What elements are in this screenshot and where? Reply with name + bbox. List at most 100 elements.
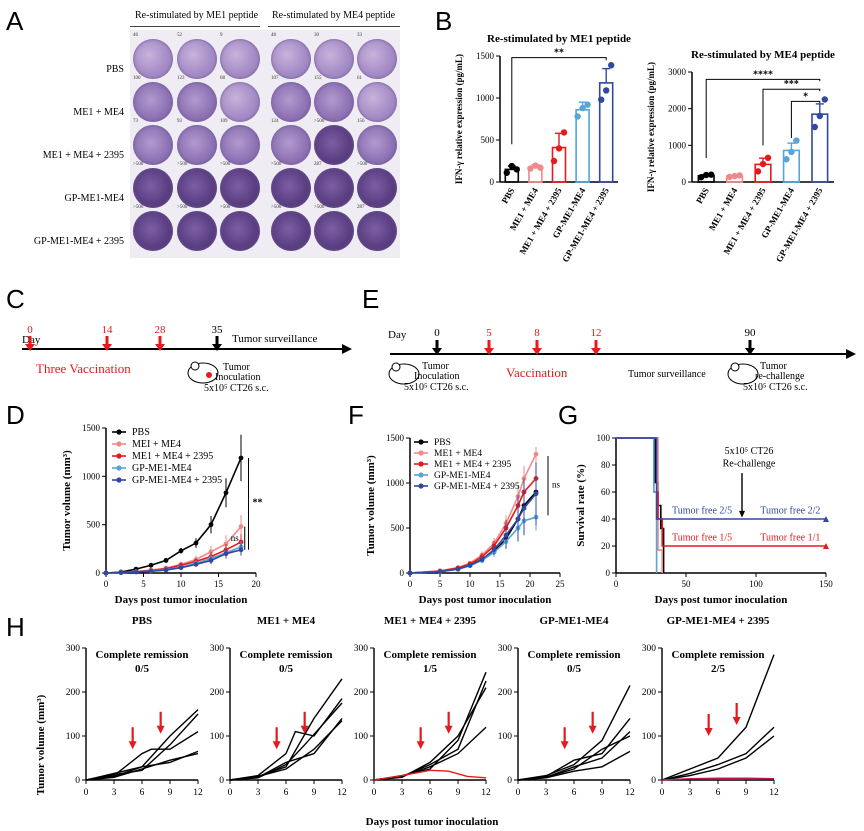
elispot-well (357, 125, 397, 165)
elispot-well (133, 39, 173, 79)
line-series (409, 493, 537, 574)
h-y-tick-label: 0 (507, 776, 512, 786)
h-x-tick-label: 12 (769, 788, 779, 798)
timeline-e-day-90: 90 (745, 327, 757, 339)
survival-x-tick-label: 150 (819, 579, 833, 589)
individual-growth-chart: ME1 + ME4 0 100 200 300 0 3 6 9 12 Complete remiss… (210, 615, 347, 798)
line-point (148, 562, 154, 568)
panel-label-e: E (362, 284, 380, 314)
elispot-well (177, 168, 217, 208)
survival-curve (616, 437, 826, 547)
timeline-c-day-14: 14 (102, 324, 114, 336)
bar-data-point (608, 62, 615, 69)
h-x-tick-label: 0 (516, 788, 521, 798)
tumor-curve (373, 726, 487, 781)
significance-label: *** (784, 79, 799, 90)
elispot-count: >500 (271, 162, 282, 167)
bar-data-point (783, 156, 790, 163)
line-point (455, 566, 461, 572)
bar-data-point (527, 165, 534, 172)
line-point (133, 569, 139, 575)
h-y-tick-label: 300 (210, 644, 225, 654)
tumor-free-label: Tumor free 2/5 (672, 506, 732, 517)
line-x-tick-label: 10 (177, 579, 187, 589)
line-point (479, 557, 485, 562)
line-x-tick-label: 15 (214, 579, 224, 589)
h-x-tick-label: 0 (660, 788, 665, 798)
panel-label-b: B (435, 6, 453, 36)
timeline-e-day-5: 5 (486, 327, 492, 339)
elispot-count: >500 (220, 205, 231, 210)
h-y-tick-label: 100 (210, 732, 225, 742)
h-y-tick-label: 200 (66, 688, 81, 698)
legend-label: GP-ME1-ME4 + 2395 (132, 475, 222, 486)
bar-data-point (503, 169, 510, 176)
tumor-curve (517, 750, 631, 781)
h-y-tick-label: 300 (66, 644, 81, 654)
line-series (105, 526, 242, 574)
elispot-well (357, 211, 397, 251)
elispot-well (314, 211, 354, 251)
group-title: GP-ME1-ME4 + 2395 (667, 615, 770, 627)
h-x-tick-label: 6 (284, 788, 289, 798)
bar-data-point (698, 174, 705, 181)
elispot-well (133, 211, 173, 251)
line-x-tick-label: 25 (556, 579, 566, 589)
bar-chart-title: Re-stimulated by ME1 peptide (487, 33, 631, 45)
elispot-row-gp-me1-me4-2395: GP-ME1-ME4 + 2395 (33, 236, 124, 247)
survival-y-tick-label: 80 (601, 460, 611, 470)
line-x-tick-label: 0 (408, 579, 413, 589)
elispot-well (133, 168, 173, 208)
h-x-tick-label: 3 (112, 788, 117, 798)
elispot-count: 287 (357, 205, 365, 210)
line-point (515, 516, 521, 522)
elispot-count: >500 (177, 162, 188, 167)
elispot-well (220, 125, 260, 165)
line-series (105, 457, 242, 574)
legend-marker (116, 465, 122, 471)
bar (575, 108, 590, 183)
line-point (238, 547, 244, 553)
individual-growth-chart: GP-ME1-ME4 0 100 200 300 0 3 6 9 12 Complete remis… (498, 615, 635, 798)
elispot-count: >500 (220, 162, 231, 167)
panel-label-h: H (6, 612, 25, 642)
complete-remission-count: 0/5 (567, 663, 582, 675)
tumor-curve (85, 752, 199, 781)
tumor-curve (517, 685, 631, 781)
elispot-well (271, 168, 311, 208)
bar-data-point (555, 145, 563, 152)
bar-data-point (793, 137, 800, 144)
survival-end-marker (823, 543, 829, 549)
individual-growth-chart: GP-ME1-ME4 + 2395 0 100 200 300 0 3 6 9 12 Complet… (642, 615, 779, 798)
elispot-well (271, 125, 311, 165)
bar-data-point (754, 168, 762, 175)
bar-chart: Re-stimulated by ME1 peptide 0 500 1000 1500… (454, 33, 631, 264)
elispot-well (177, 82, 217, 122)
elispot-well (271, 39, 311, 79)
line-x-label: Days post tumor inoculation (115, 594, 248, 606)
bar-data-point (560, 129, 568, 136)
complete-remission-count: 1/5 (423, 663, 438, 675)
vaccination-timeline-c: Day 0 14 28 35 Tumor surveillance Three … (22, 324, 352, 394)
line-x-tick-label: 5 (438, 579, 443, 589)
elispot-count: 33 (357, 33, 362, 38)
h-y-tick-label: 0 (75, 776, 80, 786)
elispot-well (220, 82, 260, 122)
bar-y-label: IFN-γ relative expression (pg/mL) (646, 62, 656, 192)
h-y-tick-label: 300 (354, 644, 369, 654)
legend-marker (116, 441, 122, 447)
bar-category-label: PBS (694, 186, 711, 205)
line-point (533, 491, 539, 497)
elispot-count: 109 (220, 119, 228, 124)
timeline-e-arrows (432, 340, 755, 355)
vaccination-timeline-e: Day 0 5 8 12 90 Vaccination Tumor survei… (388, 327, 856, 393)
elispot-row-me1-me4: ME1 + ME4 (73, 107, 124, 118)
timeline-e-inoc-3: 5x10⁵ CT26 s.c. (404, 382, 469, 393)
bar-data-point (579, 104, 586, 112)
elispot-well (220, 168, 260, 208)
timeline-e-rech-3: 5x10⁵ CT26 s.c. (743, 382, 808, 393)
panel-label-g: G (558, 400, 579, 430)
timeline-e-surveillance: Tumor surveillance (628, 369, 706, 380)
bar-category-label: ME1 + ME4 + 2395 (517, 186, 564, 257)
